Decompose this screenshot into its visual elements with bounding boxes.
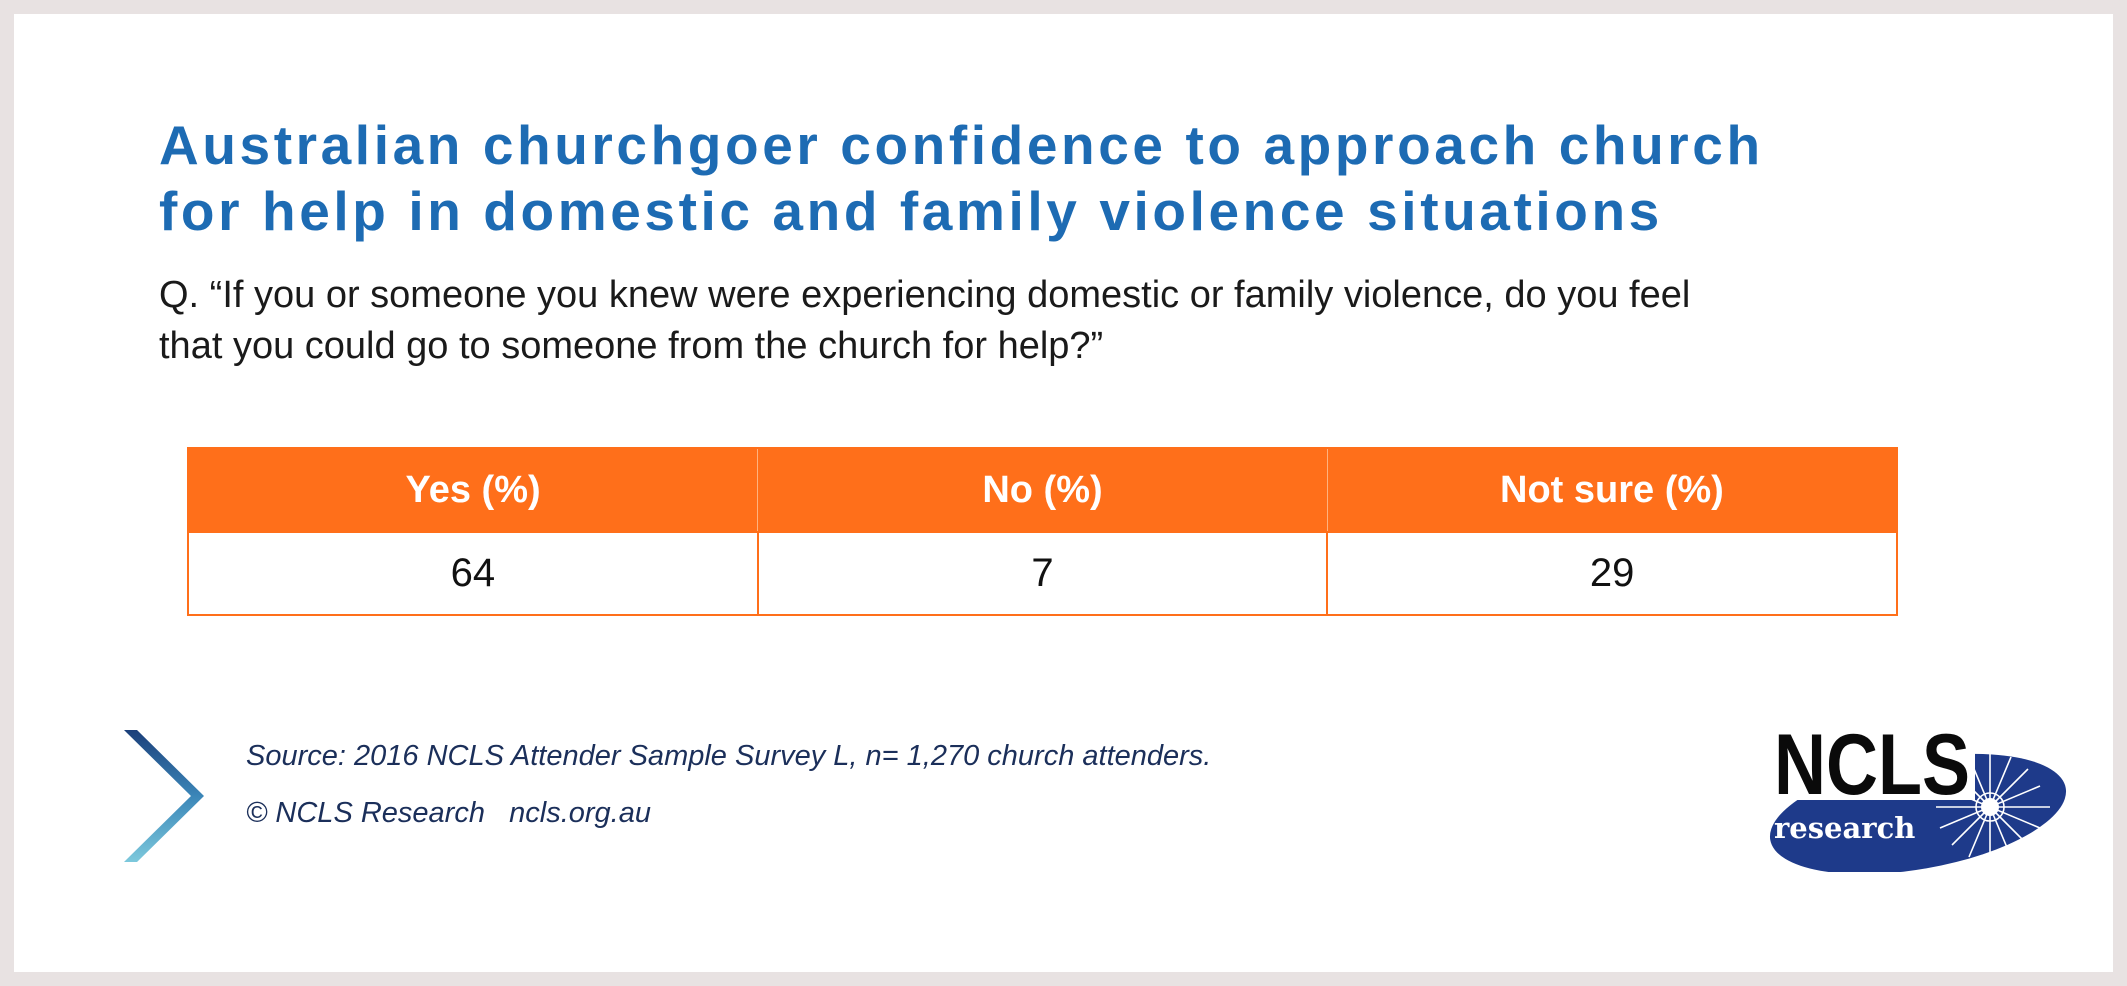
source-note: Source: 2016 NCLS Attender Sample Survey… (246, 740, 1212, 772)
survey-question-line-1: Q. “If you or someone you knew were expe… (159, 274, 1691, 316)
copyright-line: © NCLS Research ncls.org.au (246, 797, 651, 830)
value-yes: 64 (187, 531, 759, 616)
value-not-sure: 29 (1326, 531, 1898, 616)
logo-wordmark: NCLS (1774, 717, 1970, 813)
survey-question-line-2: that you could go to someone from the ch… (159, 325, 1104, 367)
header-not-sure: Not sure (%) (1326, 447, 1898, 533)
ncls-research-logo: NCLS research (1769, 717, 2067, 872)
chart-title-line-1: Australian churchgoer confidence to appr… (159, 114, 1764, 176)
table-row: 64 7 29 (187, 531, 1898, 616)
survey-question: Q. “If you or someone you knew were expe… (159, 270, 1979, 372)
header-yes: Yes (%) (187, 447, 759, 533)
table-header-row: Yes (%) No (%) Not sure (%) (187, 447, 1898, 533)
chevron-right-icon (124, 730, 204, 862)
logo-subtext: research (1774, 811, 1915, 845)
results-table: Yes (%) No (%) Not sure (%) 64 7 29 (187, 447, 1898, 616)
website-link[interactable]: ncls.org.au (509, 797, 651, 829)
chart-title: Australian churchgoer confidence to appr… (159, 112, 2059, 244)
copyright-text: © NCLS Research (246, 797, 485, 829)
value-no: 7 (756, 531, 1329, 616)
chart-title-line-2: for help in domestic and family violence… (159, 180, 1663, 242)
header-no: No (%) (757, 447, 1328, 533)
